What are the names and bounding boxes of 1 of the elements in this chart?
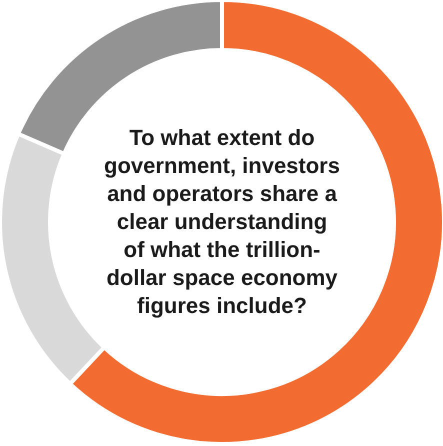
- text: To what extent do government, investors and operators share a clear understanding of what the trillion-dollar space economy figures include?: [104, 125, 340, 318]
